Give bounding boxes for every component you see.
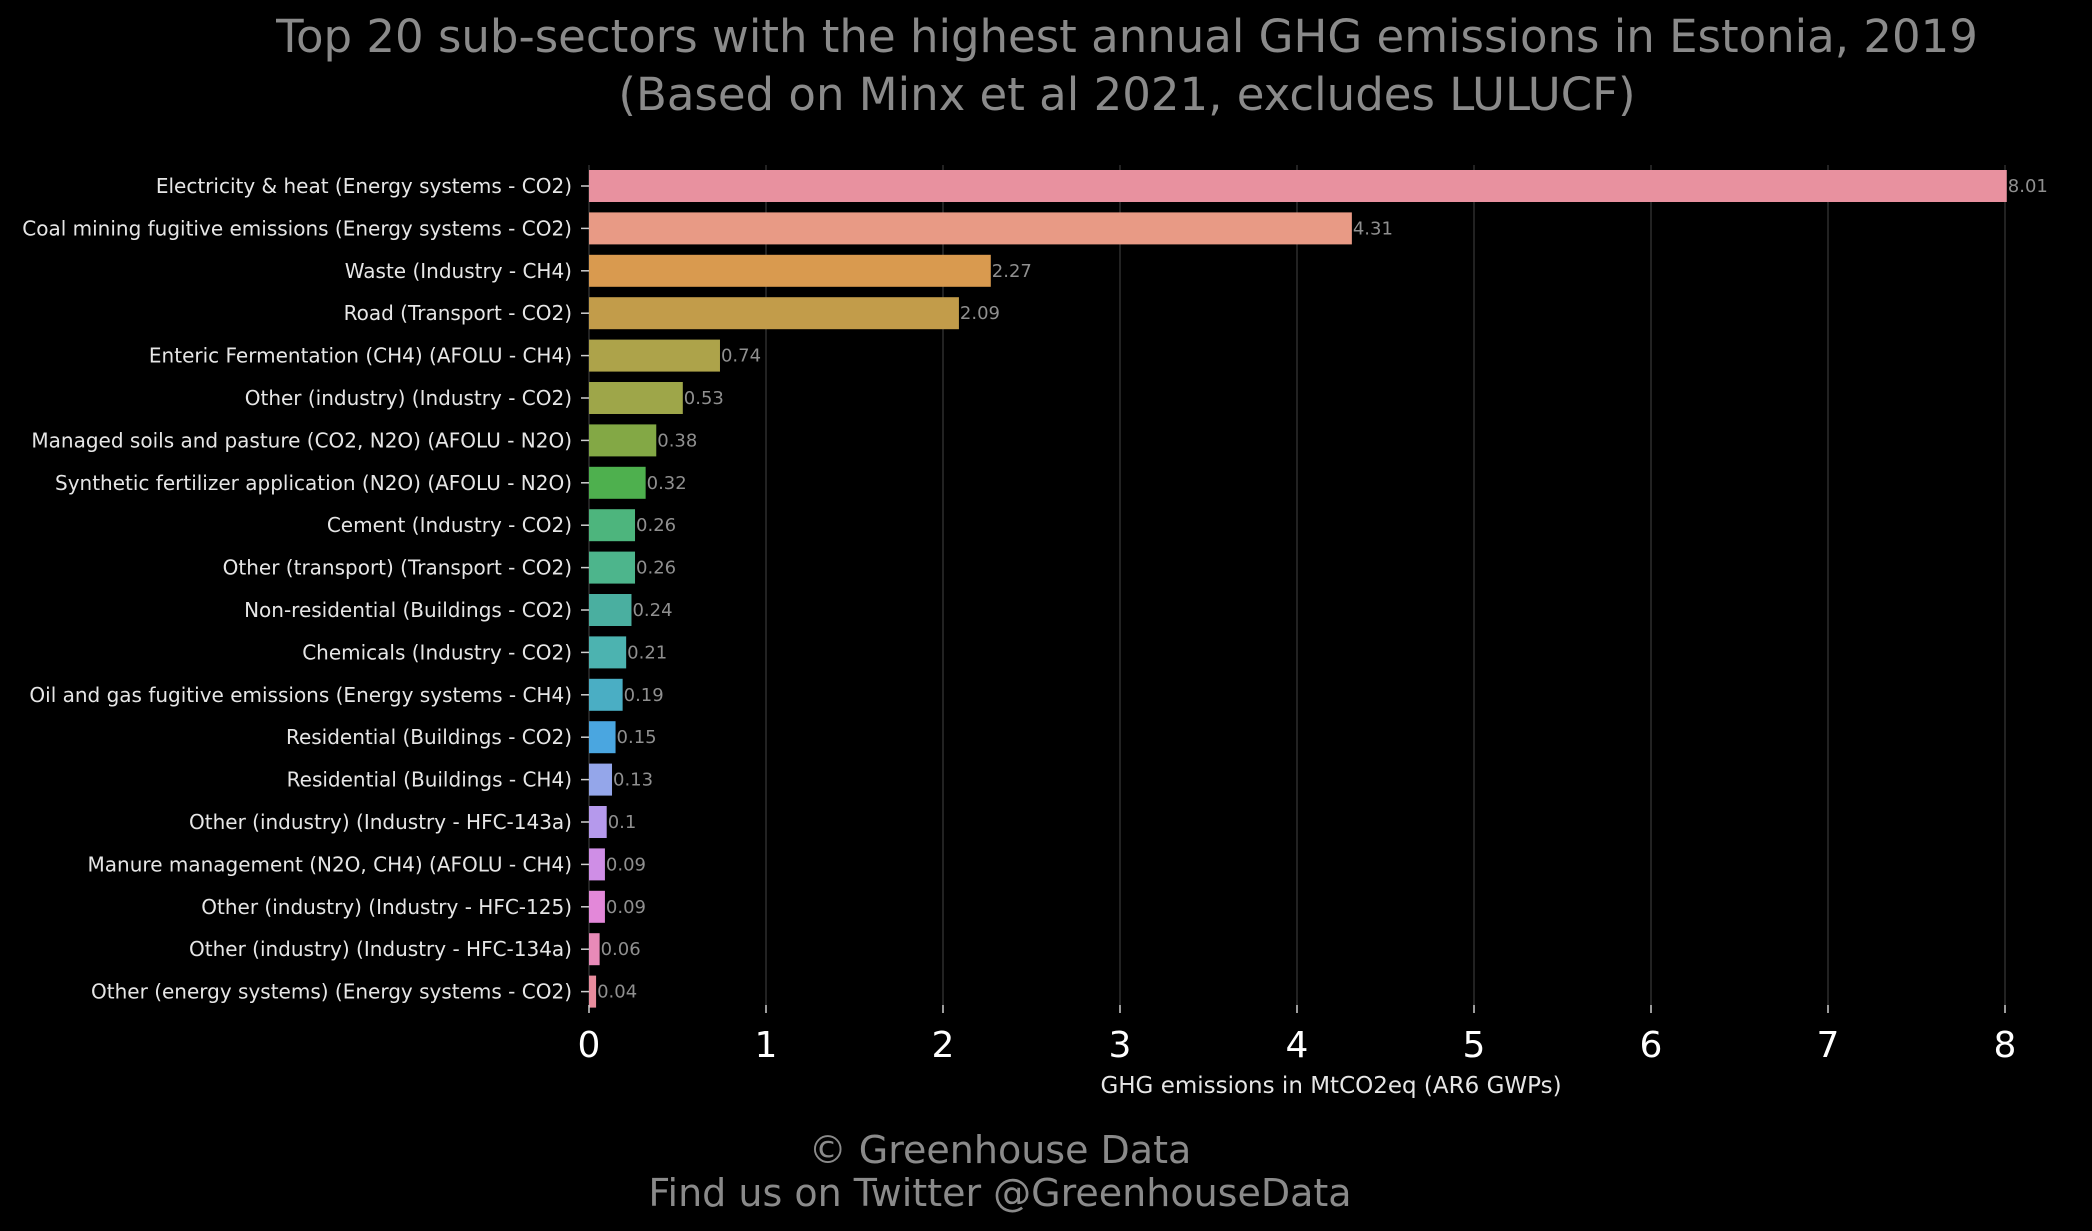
bar [589, 933, 600, 966]
bar [589, 254, 991, 287]
bar [589, 170, 2007, 202]
value-label: 0.74 [721, 346, 761, 367]
category-label: Coal mining fugitive emissions (Energy s… [22, 216, 572, 240]
bar [589, 509, 636, 542]
chart-title: Top 20 sub-sectors with the highest annu… [275, 10, 1978, 63]
bar [589, 212, 1352, 245]
value-label: 0.24 [632, 600, 672, 621]
category-labels: Electricity & heat (Energy systems - CO2… [22, 174, 589, 1004]
bar [589, 678, 623, 711]
bar [589, 848, 605, 881]
value-label: 0.32 [647, 473, 687, 494]
bar [589, 975, 597, 1008]
category-label: Enteric Fermentation (CH4) (AFOLU - CH4) [149, 344, 572, 368]
footer-twitter: Find us on Twitter @GreenhouseData [648, 1171, 1351, 1215]
bar [589, 339, 720, 372]
value-label: 0.13 [613, 770, 653, 791]
bar [589, 806, 607, 838]
footer-credit: © Greenhouse Data [809, 1128, 1192, 1172]
category-label: Residential (Buildings - CO2) [286, 725, 572, 749]
value-label: 0.09 [606, 854, 646, 875]
value-label: 4.31 [1353, 218, 1393, 239]
category-label: Other (industry) (Industry - HFC-134a) [189, 937, 572, 961]
bar [589, 424, 657, 457]
bar [589, 466, 646, 499]
x-tick-label: 1 [755, 1025, 778, 1066]
x-tick-label: 5 [1463, 1025, 1486, 1066]
category-label: Non-residential (Buildings - CO2) [244, 598, 572, 622]
value-label: 0.15 [617, 727, 657, 748]
value-label: 2.09 [960, 303, 1000, 324]
category-label: Chemicals (Industry - CO2) [302, 640, 572, 664]
x-axis-ticks: 0 1 2 3 4 5 6 7 8 [578, 1005, 2017, 1066]
bar [589, 297, 959, 330]
value-label: 0.06 [601, 939, 641, 960]
x-tick-label: 7 [1817, 1025, 1840, 1066]
category-label: Residential (Buildings - CH4) [287, 768, 572, 792]
value-label: 0.19 [624, 685, 664, 706]
category-label: Electricity & heat (Energy systems - CO2… [156, 174, 572, 198]
gridlines [588, 165, 2006, 1005]
value-label: 0.21 [627, 642, 667, 663]
category-label: Other (energy systems) (Energy systems -… [91, 980, 572, 1004]
value-label: 0.38 [657, 430, 697, 451]
chart-subtitle: (Based on Minx et al 2021, excludes LULU… [618, 68, 1635, 121]
x-tick-label: 4 [1286, 1025, 1309, 1066]
category-label: Other (industry) (Industry - CO2) [245, 386, 572, 410]
category-label: Managed soils and pasture (CO2, N2O) (AF… [31, 428, 572, 452]
value-label: 0.09 [606, 897, 646, 918]
value-label: 0.1 [608, 812, 637, 833]
value-label: 0.26 [636, 558, 676, 579]
category-label: Oil and gas fugitive emissions (Energy s… [29, 683, 572, 707]
category-label: Manure management (N2O, CH4) (AFOLU - CH… [88, 852, 572, 876]
value-label: 0.26 [636, 515, 676, 536]
bar [589, 636, 627, 669]
category-label: Synthetic fertilizer application (N2O) (… [55, 471, 572, 495]
bar [589, 721, 616, 754]
bar [589, 551, 636, 584]
bar [589, 890, 605, 923]
bars [589, 170, 2007, 1008]
bar [589, 763, 613, 796]
value-label: 2.27 [992, 261, 1032, 282]
value-label: 0.04 [597, 982, 637, 1003]
x-tick-label: 3 [1109, 1025, 1132, 1066]
bar [589, 382, 683, 414]
x-tick-label: 6 [1640, 1025, 1663, 1066]
category-label: Other (industry) (Industry - HFC-125) [201, 895, 572, 919]
value-label: 8.01 [2008, 176, 2048, 197]
category-label: Cement (Industry - CO2) [327, 513, 572, 537]
category-label: Other (transport) (Transport - CO2) [223, 556, 572, 580]
x-axis-title: GHG emissions in MtCO2eq (AR6 GWPs) [1100, 1073, 1561, 1099]
x-tick-label: 2 [932, 1025, 955, 1066]
category-label: Other (industry) (Industry - HFC-143a) [189, 810, 572, 834]
x-tick-label: 0 [578, 1025, 601, 1066]
value-label: 0.53 [684, 388, 724, 409]
bar [589, 594, 632, 626]
value-labels: 8.01 4.31 2.27 2.09 0.74 0.53 0.38 0.32 0.26 0.26… [597, 176, 2048, 1003]
x-tick-label: 8 [1994, 1025, 2017, 1066]
category-label: Waste (Industry - CH4) [345, 259, 572, 283]
category-label: Road (Transport - CO2) [344, 301, 572, 325]
